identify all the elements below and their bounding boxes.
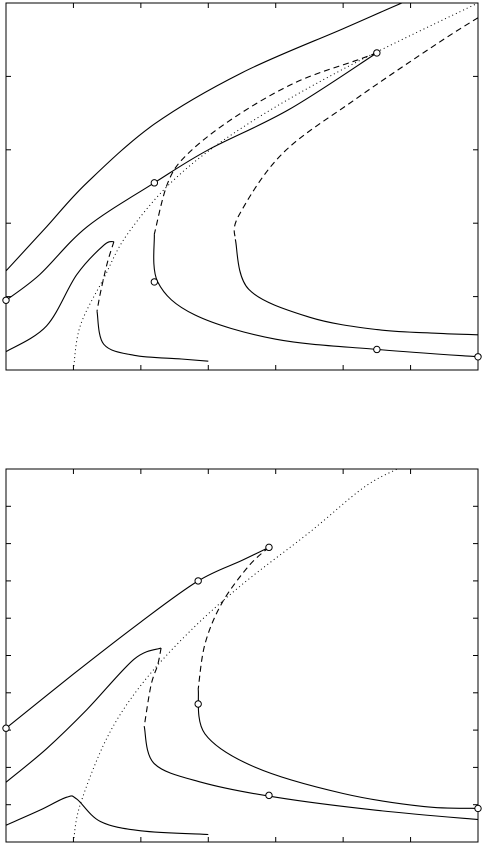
series-line-dashed <box>197 546 270 690</box>
circle-marker <box>474 804 482 813</box>
circle-marker <box>150 179 159 187</box>
series-line-solid <box>143 726 478 821</box>
chart-panel-1 <box>2 2 482 371</box>
circle-marker <box>373 49 381 57</box>
series-line-solid <box>6 647 162 783</box>
circle-marker <box>2 724 10 732</box>
series-line-dotted <box>72 3 478 370</box>
series-line-dashed <box>96 241 115 312</box>
series-line-solid <box>234 239 478 336</box>
circle-marker <box>265 543 273 552</box>
series-line-dashed <box>233 17 478 240</box>
series-line-solid <box>6 795 209 836</box>
circle-marker <box>373 345 381 354</box>
circle-marker <box>194 700 202 708</box>
series-line-solid <box>6 241 115 353</box>
series-line-solid <box>153 234 478 358</box>
series-line-solid <box>96 311 209 362</box>
series-line-solid <box>6 52 378 301</box>
series-line-solid <box>6 546 270 729</box>
circle-marker <box>2 296 10 304</box>
circle-marker <box>194 577 202 585</box>
circle-marker <box>474 353 482 361</box>
plot-frame <box>5 468 479 843</box>
circle-marker <box>265 791 273 800</box>
series-group <box>6 3 478 370</box>
plot-frame <box>5 2 479 371</box>
circle-marker <box>150 278 159 286</box>
series-line-dashed <box>153 52 378 235</box>
series-line-dotted <box>72 469 398 842</box>
chart-panel-2 <box>2 468 482 843</box>
series-line-solid <box>197 689 478 809</box>
series-group <box>6 469 478 842</box>
series-line-dashed <box>143 647 162 727</box>
series-line-solid <box>6 3 404 272</box>
